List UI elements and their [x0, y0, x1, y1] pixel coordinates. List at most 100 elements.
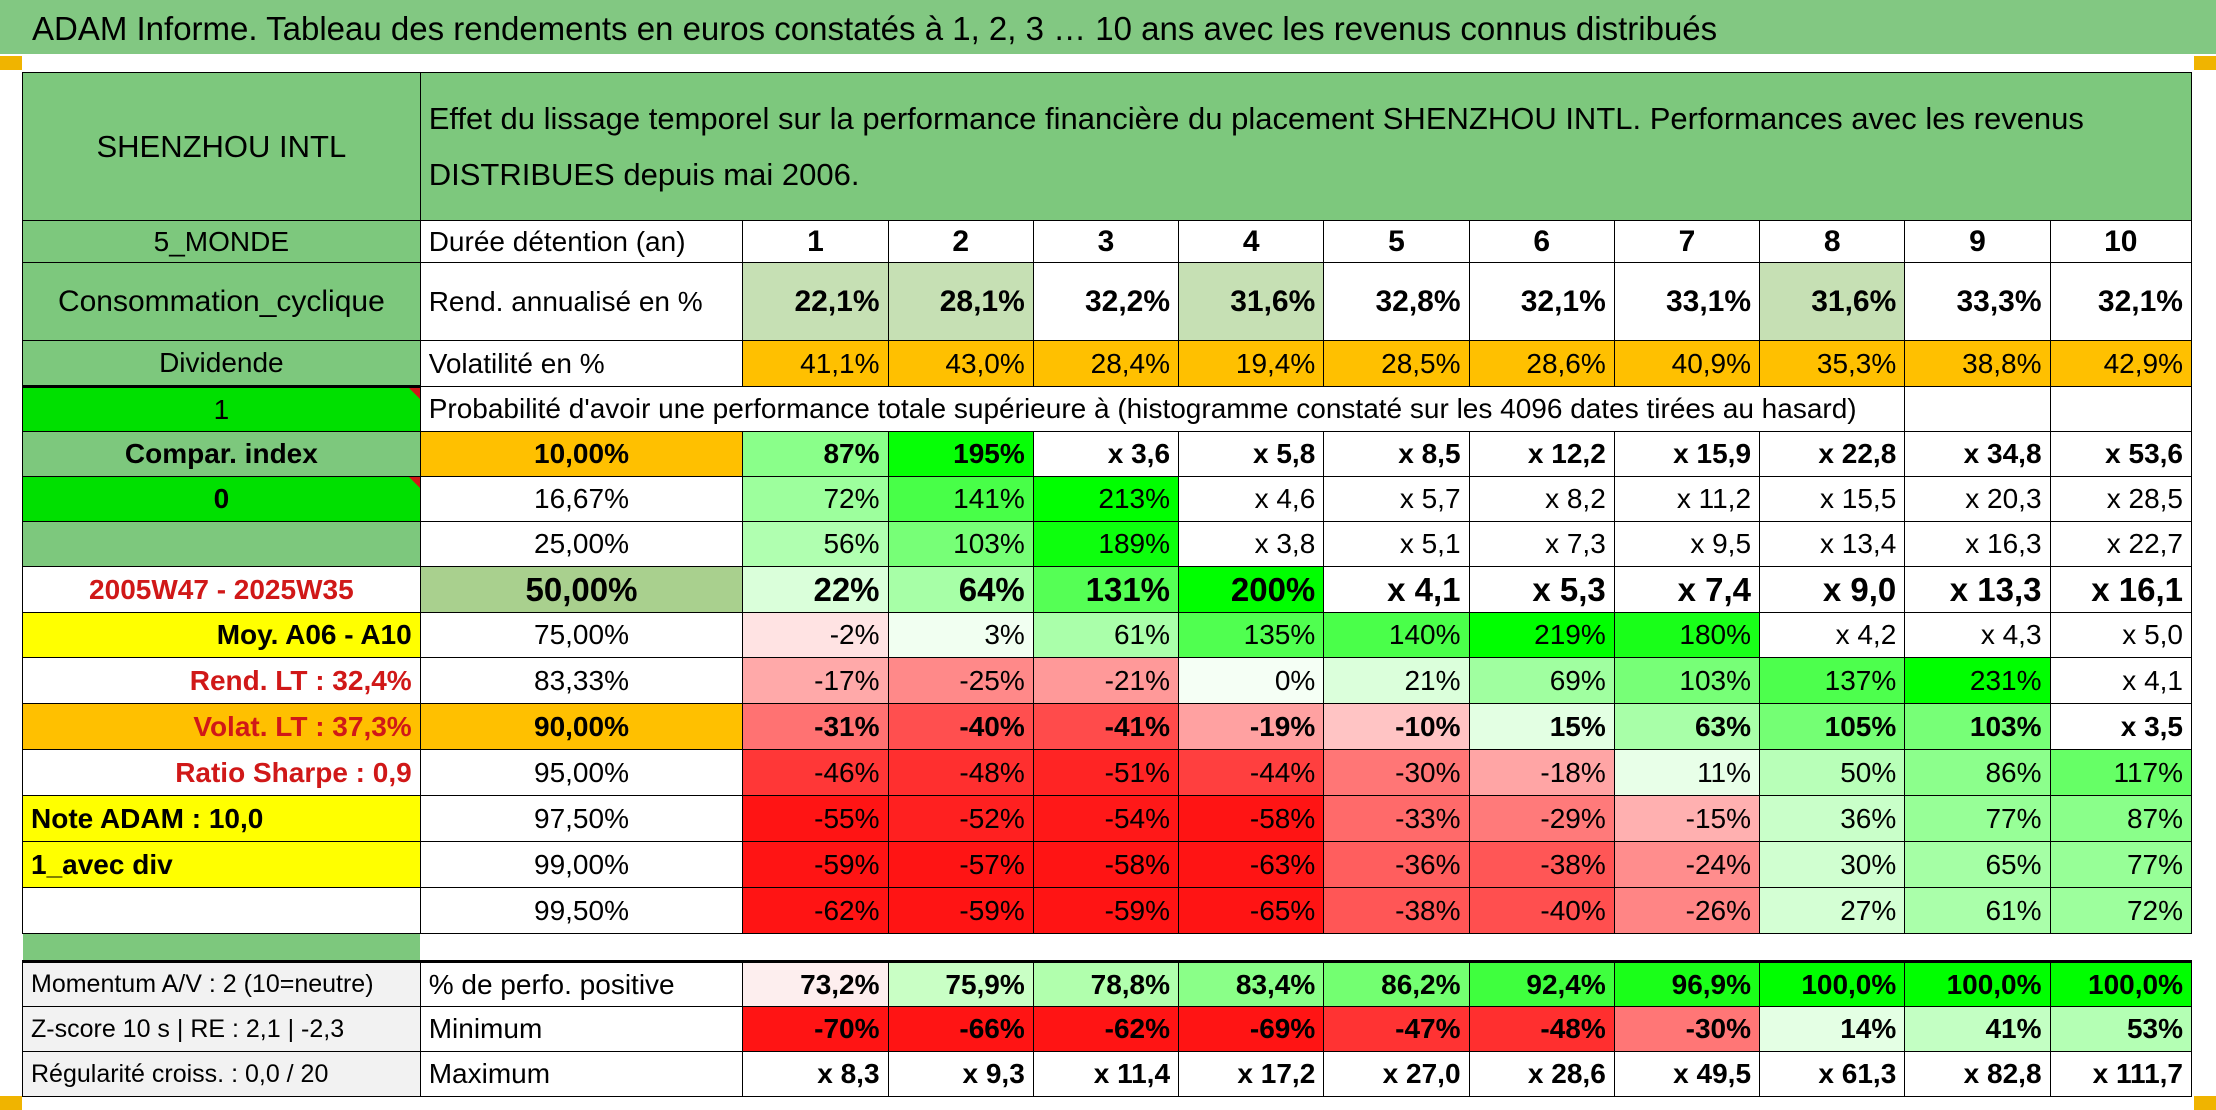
performance-cell: x 5,0: [2049, 612, 2193, 658]
performance-cell: x 5,1: [1323, 521, 1470, 567]
performance-cell: -33%: [1323, 795, 1470, 842]
performance-cell: -36%: [1323, 841, 1470, 888]
performance-cell: 141%: [887, 476, 1034, 522]
empty-green-cell: [22, 521, 421, 567]
performance-cell: 219%: [1468, 612, 1615, 658]
performance-cell: x 5,7: [1323, 476, 1470, 522]
performance-cell: x 16,3: [1904, 521, 2051, 567]
annualized-return-cell: 32,1%: [2049, 262, 2193, 341]
performance-cell: 77%: [1904, 795, 2051, 842]
probability-threshold: 16,67%: [419, 476, 744, 522]
probability-threshold: 25,00%: [419, 521, 744, 567]
dividend-mode: 1_avec div: [22, 841, 421, 888]
performance-cell: -10%: [1323, 703, 1470, 750]
annualized-return-cell: 31,6%: [1178, 262, 1325, 341]
performance-cell: 64%: [887, 566, 1034, 613]
probability-title: Probabilité d'avoir une performance tota…: [419, 386, 1905, 432]
performance-cell: -29%: [1468, 795, 1615, 842]
performance-cell: 61%: [1904, 887, 2051, 934]
performance-cell: 36%: [1759, 795, 1906, 842]
annualized-return-cell: 33,1%: [1613, 262, 1761, 341]
stat-cell: x 9,3: [887, 1051, 1034, 1097]
year-header: 10: [2049, 220, 2193, 263]
performance-cell: x 13,3: [1904, 566, 2051, 613]
stat-cell: x 49,5: [1613, 1051, 1761, 1097]
corner-marker: [2194, 1096, 2216, 1110]
performance-cell: 50%: [1759, 749, 1906, 796]
empty-cell: [420, 934, 2191, 962]
performance-cell: 200%: [1178, 566, 1325, 613]
performance-cell: -30%: [1323, 749, 1470, 796]
performance-cell: x 9,5: [1613, 521, 1761, 567]
annualized-return-cell: 31,6%: [1759, 262, 1906, 341]
performance-cell: -58%: [1178, 795, 1325, 842]
income-type-label: Dividende: [22, 340, 421, 387]
annualized-return-cell: 22,1%: [742, 262, 889, 341]
table-row: Note ADAM : 10,0 97,50% -55% -52% -54% -58% -3…: [22, 795, 2193, 842]
performance-cell: 87%: [742, 431, 889, 477]
volatility-cell: 28,4%: [1032, 340, 1180, 387]
performance-cell: x 11,2: [1613, 476, 1761, 522]
stat-cell: 92,4%: [1468, 960, 1615, 1007]
performance-cell: 72%: [2049, 887, 2193, 934]
performance-cell: -54%: [1032, 795, 1180, 842]
year-header: 4: [1178, 220, 1325, 263]
performance-cell: x 4,6: [1178, 476, 1325, 522]
performance-cell: -46%: [742, 749, 889, 796]
performance-cell: 0%: [1178, 657, 1325, 704]
performance-cell: -41%: [1032, 703, 1180, 750]
probability-threshold: 97,50%: [419, 795, 744, 842]
table-row: Z-score 10 s | RE : 2,1 | -2,3 Minimum -70…: [22, 1006, 2193, 1052]
annualized-return-cell: 32,2%: [1032, 262, 1180, 341]
annualized-return-cell: 32,8%: [1323, 262, 1470, 341]
performance-cell: 131%: [1032, 566, 1180, 613]
year-header: 5: [1323, 220, 1470, 263]
corner-marker: [0, 1096, 22, 1110]
performance-cell: x 12,2: [1468, 431, 1615, 477]
spacer-row: [22, 933, 2192, 962]
performance-cell: x 9,0: [1759, 566, 1906, 613]
stat-cell: x 11,4: [1032, 1051, 1180, 1097]
performance-cell: -59%: [1032, 887, 1180, 934]
year-header: 8: [1759, 220, 1906, 263]
performance-cell: -17%: [742, 657, 889, 704]
volatility-cell: 35,3%: [1759, 340, 1906, 387]
performance-cell: 103%: [1904, 703, 2051, 750]
performance-cell: 21%: [1323, 657, 1470, 704]
performance-cell: x 20,3: [1904, 476, 2051, 522]
stat-cell: 100,0%: [1759, 960, 1906, 1007]
performance-cell: 117%: [2049, 749, 2193, 796]
performance-cell: 86%: [1904, 749, 2051, 796]
performance-cell: x 3,5: [2049, 703, 2193, 750]
performance-cell: -59%: [887, 887, 1034, 934]
stat-cell: -62%: [1032, 1006, 1180, 1052]
performance-cell: -26%: [1613, 887, 1761, 934]
stat-cell: 53%: [2049, 1006, 2193, 1052]
stat-label: % de perfo. positive: [419, 960, 744, 1007]
stat-cell: 14%: [1759, 1006, 1906, 1052]
value-zero: 0: [22, 476, 421, 522]
performance-cell: 137%: [1759, 657, 1906, 704]
stat-cell: 75,9%: [887, 960, 1034, 1007]
performance-cell: x 7,4: [1613, 566, 1761, 613]
stat-cell: 73,2%: [742, 960, 889, 1007]
performance-cell: x 4,2: [1759, 612, 1906, 658]
performance-cell: 63%: [1613, 703, 1761, 750]
year-header: 1: [742, 220, 889, 263]
sector-label: Consommation_cyclique: [22, 262, 421, 341]
performance-cell: x 4,3: [1904, 612, 2051, 658]
stat-cell: x 61,3: [1759, 1051, 1906, 1097]
stat-cell: x 8,3: [742, 1051, 889, 1097]
performance-cell: x 15,9: [1613, 431, 1761, 477]
corner-marker: [0, 56, 22, 70]
performance-cell: x 4,1: [1323, 566, 1470, 613]
volatility-cell: 19,4%: [1178, 340, 1325, 387]
stat-cell: -69%: [1178, 1006, 1325, 1052]
performance-cell: -63%: [1178, 841, 1325, 888]
performance-cell: x 4,1: [2049, 657, 2193, 704]
performance-cell: x 7,3: [1468, 521, 1615, 567]
annualized-return-cell: 32,1%: [1468, 262, 1615, 341]
stat-label: Minimum: [419, 1006, 744, 1052]
stat-cell: -66%: [887, 1006, 1034, 1052]
volatility-cell: 41,1%: [742, 340, 889, 387]
